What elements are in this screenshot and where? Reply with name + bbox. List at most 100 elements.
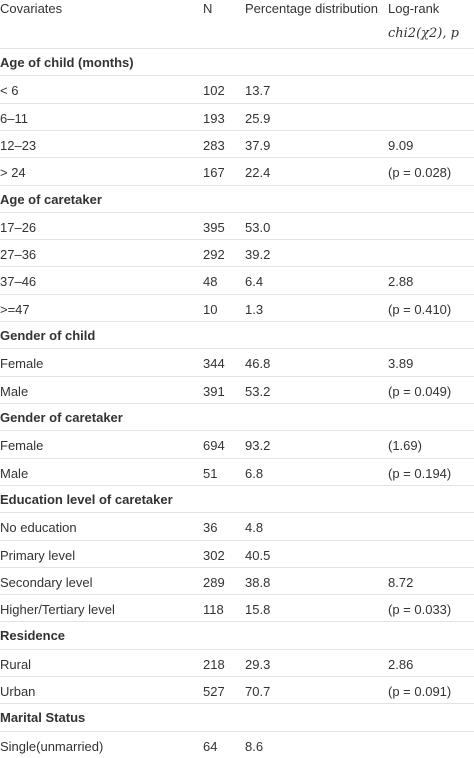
table-row: > 24 167 22.4 (p = 0.028) <box>0 157 474 185</box>
table-cell: 40.5 <box>245 547 271 563</box>
header-cell: Percentage distribution <box>245 1 378 16</box>
table-cell: 391 <box>203 383 225 399</box>
table-cell: Rural <box>0 656 32 672</box>
table-cell: 118 <box>203 602 224 618</box>
table-cell: 17–26 <box>0 219 37 235</box>
table-cell: 39.2 <box>245 247 271 263</box>
table-row: 17–26 395 53.0 <box>0 211 474 240</box>
header-cell: Log-rank <box>388 1 440 16</box>
table-cell: 27–36 <box>0 247 37 263</box>
section-label: Education level of caretaker <box>0 491 173 507</box>
table-cell: >=47 <box>0 301 30 317</box>
section-label: Age of caretaker <box>0 191 102 207</box>
table-cell: 167 <box>203 165 225 181</box>
table-row: Secondary level 289 38.8 8.72 <box>0 566 474 595</box>
section-row: Age of caretaker <box>0 184 474 213</box>
table-row: Single(unmarried) 64 8.6 <box>0 730 474 758</box>
table-cell: (p = 0.028) <box>388 165 452 181</box>
table-cell: 1.3 <box>245 301 264 317</box>
table-cell: Primary level <box>0 547 76 563</box>
table-cell: 46.8 <box>245 356 271 372</box>
table-row: < 6 102 13.7 <box>0 75 474 103</box>
section-label: Residence <box>0 628 66 644</box>
table-cell: 395 <box>203 219 225 235</box>
table-row: No education 36 4.8 <box>0 512 474 540</box>
table-cell: (p = 0.194) <box>388 465 452 481</box>
table-row: Male 51 6.8 (p = 0.194) <box>0 457 474 486</box>
table-cell: (p = 0.410) <box>388 301 452 317</box>
table-cell: 70.7 <box>245 684 271 700</box>
table-cell: < 6 <box>0 83 19 99</box>
table-cell: 37–46 <box>0 274 37 290</box>
table-cell: 694 <box>203 438 225 454</box>
table-row: Higher/Tertiary level 118 15.8 (p = 0.033) <box>0 594 474 622</box>
table-cell: Male <box>0 383 29 399</box>
table-cell: 292 <box>203 247 225 263</box>
table-cell: Higher/Tertiary level <box>0 602 115 618</box>
table-cell: 283 <box>203 137 225 153</box>
header-cell: N <box>203 1 213 16</box>
table-cell: Single(unmarried) <box>0 738 104 754</box>
table-cell: Secondary level <box>0 574 93 590</box>
table-cell: 2.88 <box>388 274 414 290</box>
table-cell: 13.7 <box>245 83 271 99</box>
table-row: 6–11 193 25.9 <box>0 102 474 131</box>
table-cell: 302 <box>203 547 225 563</box>
header-cell: chi2(χ2), p <box>388 26 459 41</box>
table-cell: 3.89 <box>388 356 414 372</box>
table-cell: > 24 <box>0 165 26 181</box>
table-cell: (p = 0.049) <box>388 383 452 399</box>
header-cell: Covariates <box>0 1 63 16</box>
table-cell: 38.8 <box>245 574 271 590</box>
table-cell: No education <box>0 520 77 536</box>
section-row: Age of child (months) <box>0 48 474 76</box>
table-row: Female 344 46.8 3.89 <box>0 348 474 376</box>
table-cell: 10 <box>203 301 218 317</box>
table-cell: 4.8 <box>245 520 264 536</box>
table-cell: 51 <box>203 465 218 481</box>
table-cell: (p = 0.033) <box>388 602 452 618</box>
table-cell: 8.6 <box>245 738 264 754</box>
table-cell: 289 <box>203 574 225 590</box>
table-cell: 93.2 <box>245 438 271 454</box>
section-label: Age of child (months) <box>0 55 134 70</box>
table-cell: 22.4 <box>245 165 271 181</box>
table-cell: 218 <box>203 656 225 672</box>
section-row: Gender of child <box>0 321 474 349</box>
table-row: >=47 10 1.3 (p = 0.410) <box>0 293 474 322</box>
table-row: 27–36 292 39.2 <box>0 239 474 267</box>
table-cell: 6.8 <box>245 465 264 481</box>
table-cell: 344 <box>203 356 225 372</box>
section-row: Marital Status <box>0 703 474 731</box>
table-row: 12–23 283 37.9 9.09 <box>0 129 474 158</box>
table-row: Rural 218 29.3 2.86 <box>0 648 474 677</box>
table-cell: 53.2 <box>245 383 271 399</box>
table-cell: 2.86 <box>388 656 414 672</box>
table-cell: 527 <box>203 684 225 700</box>
table-cell: 37.9 <box>245 137 271 153</box>
table-cell: 15.8 <box>245 602 271 618</box>
table-cell: 48 <box>203 274 218 290</box>
section-label: Marital Status <box>0 710 86 726</box>
table-cell: (1.69) <box>388 438 422 454</box>
table-cell: 12–23 <box>0 137 37 153</box>
table-row: Female 694 93.2 (1.69) <box>0 430 474 458</box>
table-cell: 6–11 <box>0 110 28 126</box>
table-cell: 36 <box>203 520 218 536</box>
section-row: Gender of caretaker <box>0 403 474 431</box>
table-cell: Female <box>0 438 44 454</box>
table-cell: 193 <box>203 110 225 126</box>
table-row: Male 391 53.2 (p = 0.049) <box>0 375 474 404</box>
table-cell: Female <box>0 356 44 372</box>
table-cell: 64 <box>203 738 218 754</box>
table-cell: Urban <box>0 684 36 700</box>
table-cell: 29.3 <box>245 656 271 672</box>
table-cell: 9.09 <box>388 137 414 153</box>
section-label: Gender of caretaker <box>0 410 123 425</box>
section-row: Education level of caretaker <box>0 484 474 513</box>
table-cell: 25.9 <box>245 110 271 126</box>
section-label: Gender of child <box>0 328 96 344</box>
table-row: Primary level 302 40.5 <box>0 539 474 568</box>
table-cell: Male <box>0 465 29 481</box>
